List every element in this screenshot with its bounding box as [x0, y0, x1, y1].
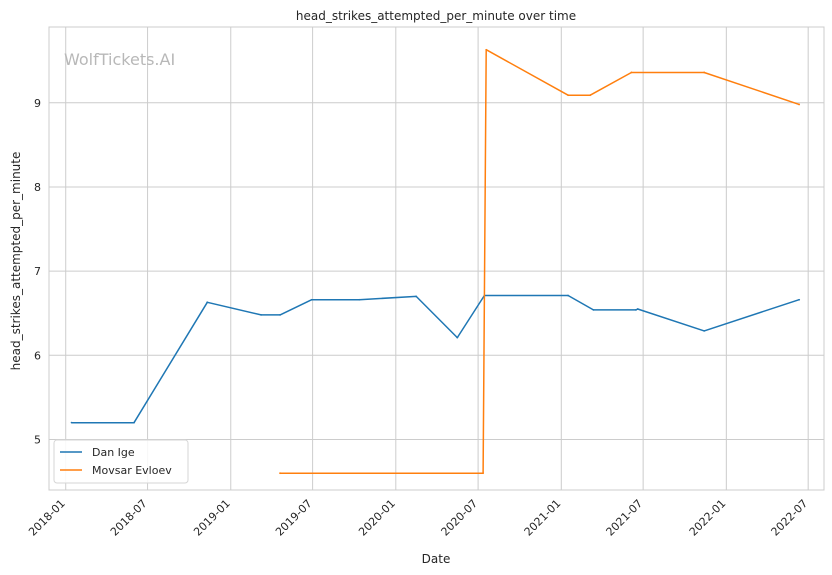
y-tick-label: 7 — [34, 265, 41, 278]
x-tick-label: 2019-01 — [191, 497, 233, 539]
x-tick-label: 2019-07 — [273, 497, 315, 539]
data-point — [415, 295, 418, 298]
y-tick-label: 5 — [34, 433, 41, 446]
data-point — [70, 421, 73, 424]
x-axis-ticks: 2018-01 2018-07 2019-01 2019-07 2020-01 2020-… — [26, 497, 810, 539]
x-tick-label: 2022-01 — [687, 497, 729, 539]
x-tick-label: 2018-01 — [26, 497, 68, 539]
series-line-0 — [71, 294, 800, 424]
x-axis-title: Date — [422, 552, 451, 566]
y-tick-label: 9 — [34, 97, 41, 110]
series-lines — [70, 48, 801, 475]
legend-label-dan-ige: Dan Ige — [92, 446, 135, 459]
y-tick-label: 8 — [34, 181, 41, 194]
data-point — [310, 298, 313, 301]
y-tick-label: 6 — [34, 349, 41, 362]
x-tick-label: 2018-07 — [108, 497, 150, 539]
data-point — [358, 298, 361, 301]
data-point — [589, 94, 592, 97]
x-tick-label: 2022-07 — [769, 497, 811, 539]
plot-background — [49, 27, 824, 490]
data-point — [635, 308, 637, 311]
y-axis-title: head_strikes_attempted_per_minute — [9, 152, 23, 371]
x-tick-label: 2021-07 — [604, 497, 646, 539]
data-point — [456, 336, 459, 339]
plot-frame — [48, 26, 825, 491]
chart-title: head_strikes_attempted_per_minute over t… — [296, 9, 576, 23]
data-point — [567, 94, 569, 97]
series-line-1 — [280, 48, 800, 474]
data-point — [798, 298, 801, 301]
data-point — [485, 48, 488, 51]
data-point — [279, 314, 281, 316]
legend-label-movsar-evloev: Movsar Evloev — [92, 464, 172, 477]
data-point — [630, 71, 633, 74]
legend: Dan Ige Movsar Evloev — [53, 439, 189, 484]
x-tick-label: 2021-01 — [522, 497, 564, 539]
data-point — [636, 308, 639, 310]
data-point — [279, 472, 281, 475]
x-tick-label: 2020-07 — [439, 497, 481, 539]
data-point — [703, 329, 706, 332]
data-point — [482, 472, 484, 475]
data-point — [133, 421, 135, 424]
data-point — [206, 301, 209, 304]
watermark: WolfTickets.AI — [64, 50, 175, 69]
data-point — [567, 294, 569, 297]
data-point — [260, 314, 262, 316]
grid-lines — [49, 27, 824, 490]
data-point — [703, 71, 706, 74]
data-point — [592, 308, 595, 311]
x-tick-label: 2020-01 — [356, 497, 398, 539]
y-axis-ticks: 5 6 7 8 9 — [34, 97, 41, 447]
legend-box — [53, 439, 189, 484]
data-point — [798, 103, 801, 106]
